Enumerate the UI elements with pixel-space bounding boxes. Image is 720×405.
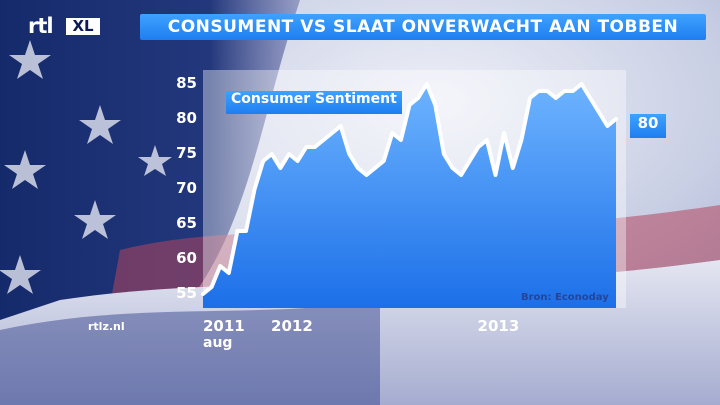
y-tick-label: 65 bbox=[176, 214, 197, 232]
data-point bbox=[468, 160, 471, 162]
series-area bbox=[203, 84, 616, 308]
data-point bbox=[555, 97, 557, 99]
data-point bbox=[348, 153, 351, 155]
logo-badge: XL bbox=[66, 18, 100, 35]
data-point bbox=[391, 132, 394, 134]
data-point bbox=[228, 272, 230, 274]
data-point bbox=[537, 90, 540, 92]
data-point bbox=[296, 160, 299, 162]
data-point bbox=[434, 104, 437, 106]
data-point bbox=[486, 139, 488, 141]
data-point bbox=[400, 139, 402, 141]
data-point bbox=[253, 188, 256, 190]
y-tick-label: 80 bbox=[176, 109, 197, 127]
data-point bbox=[572, 90, 574, 92]
headline-bar: CONSUMENT VS SLAAT ONVERWACHT AAN TOBBEN bbox=[140, 14, 706, 40]
x-tick-label: 2011 bbox=[203, 317, 245, 335]
data-point bbox=[598, 111, 600, 113]
site-url: rtlz.nl bbox=[88, 320, 125, 333]
y-tick-label: 85 bbox=[176, 74, 197, 92]
x-tick-sublabel: aug bbox=[203, 335, 233, 351]
data-point bbox=[279, 167, 282, 169]
y-tick-label: 75 bbox=[176, 144, 197, 162]
data-point bbox=[529, 97, 531, 99]
data-point bbox=[331, 132, 333, 134]
data-point bbox=[512, 167, 514, 169]
data-point bbox=[494, 174, 497, 176]
last-value-badge: 80 bbox=[630, 114, 666, 138]
data-point bbox=[245, 230, 247, 232]
data-point bbox=[546, 90, 548, 92]
data-point bbox=[219, 265, 221, 267]
data-point bbox=[365, 174, 368, 176]
data-point bbox=[520, 139, 523, 141]
data-point bbox=[322, 139, 325, 141]
x-tick-label: 2012 bbox=[271, 317, 313, 335]
data-point bbox=[589, 97, 591, 99]
data-point bbox=[210, 286, 213, 288]
data-point bbox=[460, 174, 462, 176]
y-tick-label: 60 bbox=[176, 249, 197, 267]
x-tick-label: 2013 bbox=[477, 317, 520, 335]
headline: CONSUMENT VS SLAAT ONVERWACHT AAN TOBBEN bbox=[167, 17, 679, 37]
data-point bbox=[443, 153, 445, 155]
data-point bbox=[425, 83, 428, 85]
data-point bbox=[202, 293, 204, 295]
data-point bbox=[615, 118, 617, 120]
data-point bbox=[374, 167, 376, 169]
data-point bbox=[305, 146, 308, 148]
data-point bbox=[477, 146, 480, 148]
data-point bbox=[288, 153, 290, 155]
data-point bbox=[357, 167, 359, 169]
data-point bbox=[580, 83, 583, 85]
data-point bbox=[451, 167, 454, 169]
source-note: Bron: Econoday bbox=[521, 292, 609, 303]
data-point bbox=[503, 132, 505, 134]
data-point bbox=[236, 230, 239, 232]
chart-title: Consumer Sentiment bbox=[226, 91, 402, 114]
data-point bbox=[563, 90, 566, 92]
data-point bbox=[314, 146, 316, 148]
data-point bbox=[382, 160, 385, 162]
data-point bbox=[262, 160, 265, 162]
data-point bbox=[408, 104, 411, 106]
logo-text: rtl bbox=[28, 14, 54, 38]
data-point bbox=[417, 97, 419, 99]
data-point bbox=[606, 125, 609, 127]
y-tick-label: 55 bbox=[176, 284, 197, 302]
rtl-xl-logo: rtl XL bbox=[28, 14, 100, 38]
data-point bbox=[339, 125, 342, 127]
data-point bbox=[271, 153, 273, 155]
y-tick-label: 70 bbox=[176, 179, 197, 197]
